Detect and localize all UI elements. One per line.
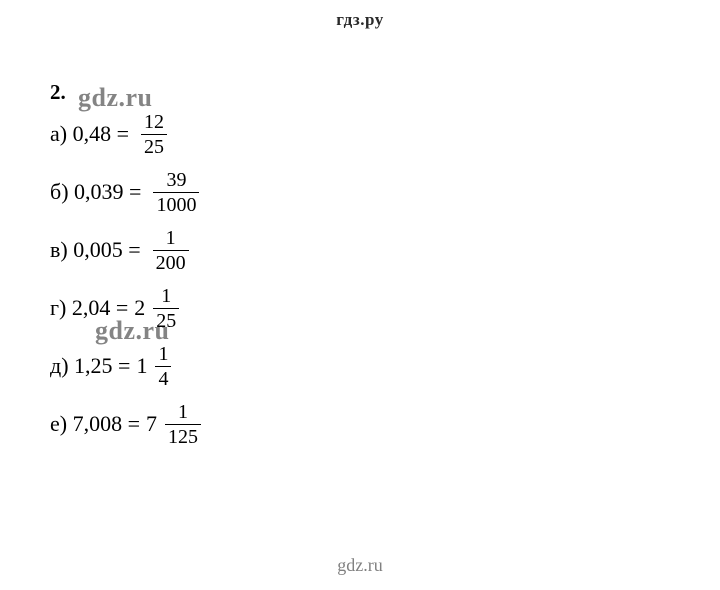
item-prefix: е) 7,008 =: [50, 411, 140, 437]
fraction-numerator: 1: [163, 228, 179, 250]
item-fraction: 2125: [134, 286, 179, 331]
fraction-whole: 1: [136, 353, 147, 379]
item-fraction: 1200: [147, 228, 189, 273]
fraction-whole: 2: [134, 295, 145, 321]
fraction-whole: 7: [146, 411, 157, 437]
item-line: б) 0,039 = 391000: [50, 163, 720, 221]
fraction-stack: 1200: [153, 228, 189, 273]
fraction-stack: 1225: [141, 112, 167, 157]
items-container: а) 0,48 =1225б) 0,039 =391000в) 0,005 =1…: [50, 105, 720, 453]
footer-watermark: gdz.ru: [0, 555, 720, 576]
fraction-numerator: 12: [141, 112, 167, 134]
fraction-stack: 1125: [165, 402, 201, 447]
item-fraction: 1225: [135, 112, 167, 157]
fraction-denominator: 1000: [153, 192, 199, 215]
fraction-denominator: 125: [165, 424, 201, 447]
item-line: д) 1,25 =114: [50, 337, 720, 395]
content-area: 2. а) 0,48 =1225б) 0,039 =391000в) 0,005…: [0, 30, 720, 453]
fraction-stack: 391000: [153, 170, 199, 215]
item-line: в) 0,005 = 1200: [50, 221, 720, 279]
item-fraction: 391000: [147, 170, 199, 215]
fraction-denominator: 200: [153, 250, 189, 273]
item-fraction: 114: [136, 344, 171, 389]
item-prefix: б) 0,039 =: [50, 179, 141, 205]
fraction-stack: 125: [153, 286, 179, 331]
fraction-numerator: 1: [158, 286, 174, 308]
item-line: г) 2,04 =2125: [50, 279, 720, 337]
fraction-stack: 14: [155, 344, 171, 389]
fraction-numerator: 39: [163, 170, 189, 192]
item-fraction: 71125: [146, 402, 201, 447]
fraction-denominator: 25: [141, 134, 167, 157]
item-prefix: д) 1,25 =: [50, 353, 130, 379]
item-prefix: в) 0,005 =: [50, 237, 141, 263]
item-line: е) 7,008 =71125: [50, 395, 720, 453]
fraction-numerator: 1: [175, 402, 191, 424]
problem-number: 2.: [50, 80, 720, 105]
fraction-denominator: 4: [155, 366, 171, 389]
header-text: гдз.ру: [336, 10, 384, 29]
item-prefix: г) 2,04 =: [50, 295, 128, 321]
page-header: гдз.ру: [0, 0, 720, 30]
fraction-numerator: 1: [155, 344, 171, 366]
fraction-denominator: 25: [153, 308, 179, 331]
item-line: а) 0,48 = 1225: [50, 105, 720, 163]
item-prefix: а) 0,48 =: [50, 121, 129, 147]
